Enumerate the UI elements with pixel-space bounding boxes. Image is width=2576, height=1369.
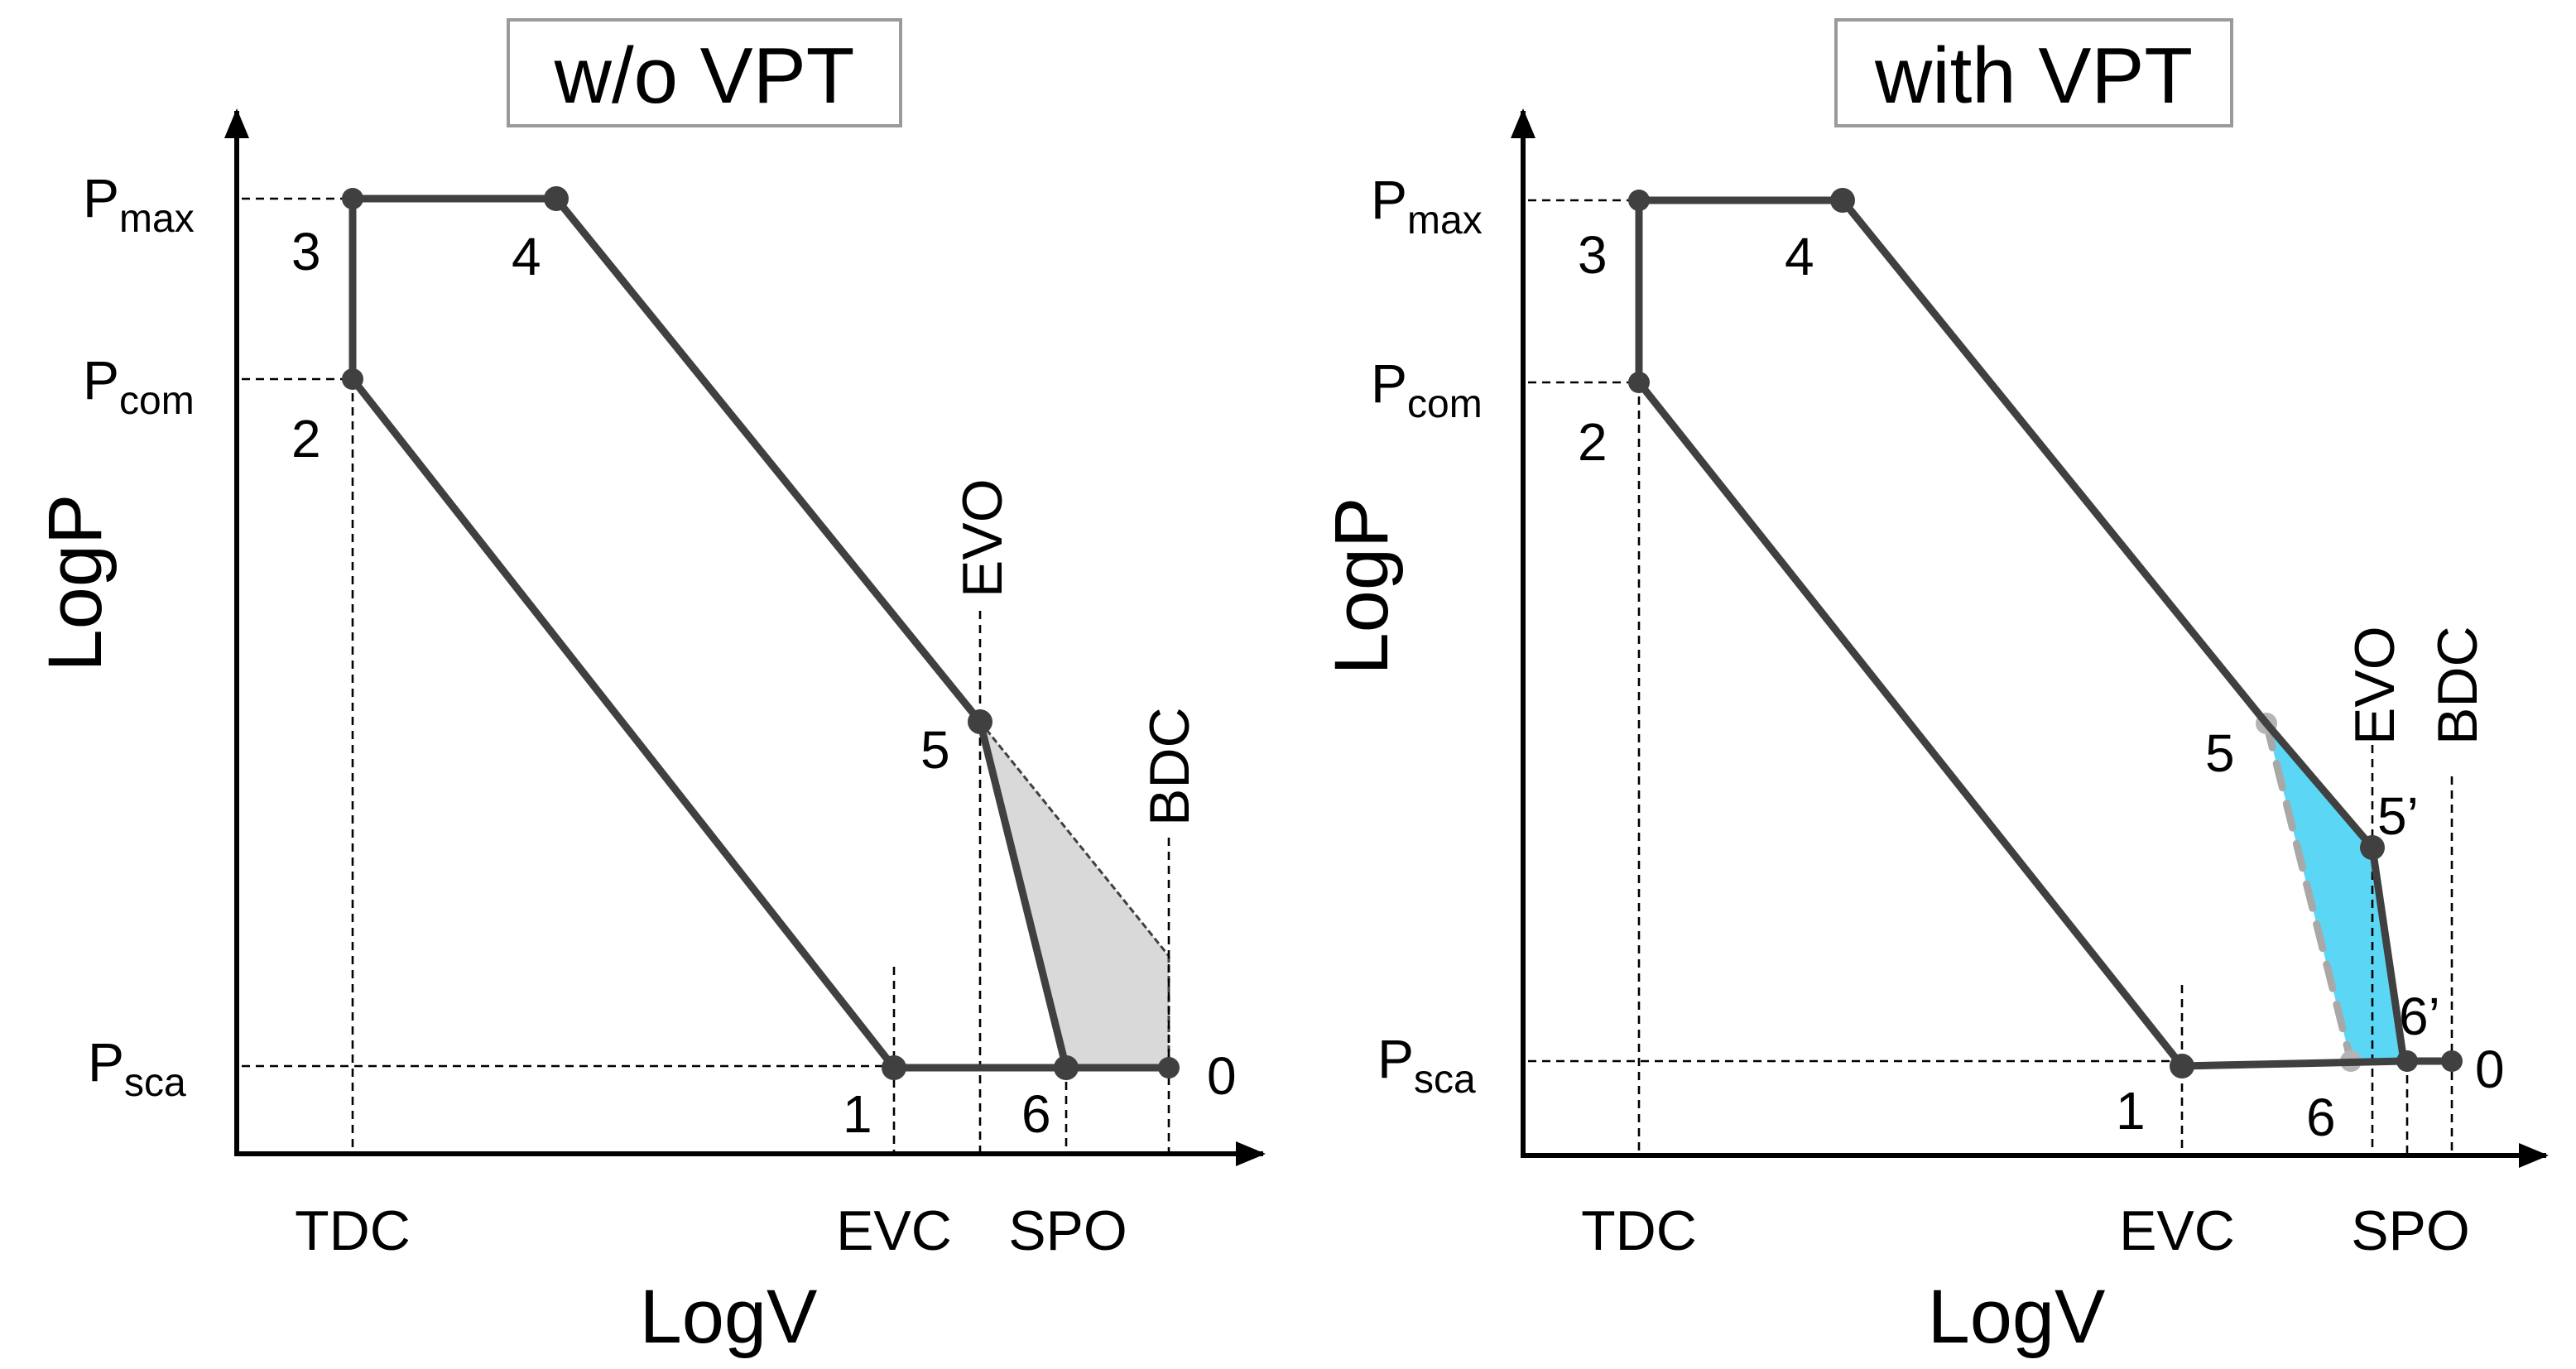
right-point-2 [1628, 372, 1650, 393]
left-label-3: 3 [291, 222, 321, 281]
left-point-6 [1054, 1055, 1079, 1080]
left-blowdown-dashed-edge [978, 721, 1170, 957]
right-label-1: 1 [2116, 1081, 2146, 1141]
left-pcom-label: Pcom [83, 349, 195, 423]
right-panel: with VPT Pmax [1319, 18, 2549, 1359]
left-y-axis-title: LogP [33, 494, 118, 672]
left-x-axis-title: LogV [640, 1275, 818, 1359]
left-psca-label: Psca [88, 1031, 186, 1105]
right-guide-lines [1528, 199, 2453, 1155]
right-evc-label: EVC [2119, 1199, 2235, 1262]
right-evo-label: EVO [2343, 626, 2406, 745]
right-original-blowdown-line [2262, 719, 2355, 1065]
left-title: w/o VPT [554, 31, 855, 120]
right-label-5-prime: 5’ [2377, 786, 2419, 846]
left-label-4: 4 [512, 227, 541, 286]
right-label-4: 4 [1785, 227, 1814, 286]
left-point-3 [342, 188, 363, 209]
right-label-5: 5 [2205, 723, 2235, 783]
right-label-3: 3 [1578, 225, 1608, 285]
left-spo-label: SPO [1008, 1199, 1127, 1262]
left-point-5 [968, 709, 992, 734]
left-title-box [507, 18, 902, 127]
left-guide-lines [242, 197, 1170, 1154]
right-y-axis-title: LogP [1319, 497, 1404, 675]
right-title-box [1834, 18, 2233, 127]
right-label-6-prime: 6’ [2399, 987, 2440, 1046]
right-x-axis-title: LogV [1928, 1275, 2106, 1359]
right-point-4 [1830, 188, 1855, 213]
right-point-1 [2170, 1054, 2194, 1078]
left-point-4 [544, 186, 569, 211]
left-evc-label: EVC [836, 1199, 952, 1262]
right-tdc-label: TDC [1581, 1199, 1697, 1262]
left-label-2: 2 [291, 409, 321, 468]
right-point-5-prime [2360, 835, 2385, 860]
right-title: with VPT [1874, 31, 2193, 120]
right-label-6: 6 [2306, 1088, 2336, 1147]
right-point-0 [2441, 1050, 2463, 1072]
left-label-6: 6 [1021, 1084, 1051, 1144]
right-label-2: 2 [1578, 412, 1608, 472]
right-pcom-label: Pcom [1371, 353, 1483, 426]
right-label-0: 0 [2475, 1040, 2505, 1099]
right-point-3 [1628, 190, 1650, 211]
left-label-5: 5 [920, 720, 950, 780]
right-psca-label: Psca [1377, 1028, 1476, 1102]
left-blowdown-area [980, 722, 1169, 1068]
right-spo-label: SPO [2351, 1199, 2470, 1262]
left-point-0 [1158, 1057, 1180, 1078]
left-label-1: 1 [843, 1084, 872, 1144]
left-pmax-label: Pmax [83, 167, 195, 241]
right-gain-area [2266, 723, 2404, 1061]
left-bdc-label: BDC [1138, 707, 1201, 826]
right-point-6-prime [2396, 1050, 2418, 1072]
left-label-0: 0 [1207, 1046, 1237, 1106]
left-panel: w/o VPT Pmax Pcom Psc [33, 18, 1266, 1359]
right-pmax-label: Pmax [1371, 169, 1483, 243]
left-point-2 [342, 368, 363, 390]
left-point-1 [882, 1055, 906, 1080]
right-bdc-label: BDC [2426, 626, 2489, 745]
left-tdc-label: TDC [295, 1199, 411, 1262]
left-evo-label: EVO [951, 478, 1014, 598]
